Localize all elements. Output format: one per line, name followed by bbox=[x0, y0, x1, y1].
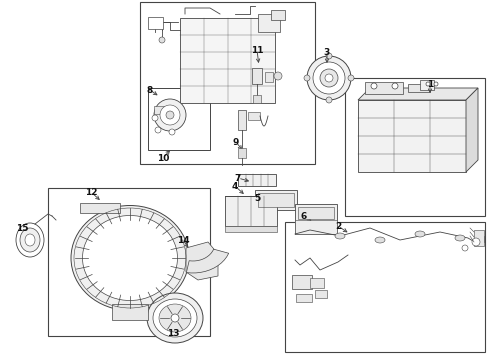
Ellipse shape bbox=[375, 237, 385, 243]
Bar bbox=[253, 95, 261, 103]
Bar bbox=[285, 222, 485, 352]
Circle shape bbox=[426, 82, 430, 86]
Bar bbox=[148, 88, 210, 150]
Bar bbox=[295, 220, 337, 234]
Bar bbox=[148, 17, 163, 29]
Text: 11: 11 bbox=[251, 45, 263, 54]
Bar bbox=[258, 193, 294, 207]
Circle shape bbox=[392, 83, 398, 89]
Bar bbox=[345, 78, 485, 216]
Circle shape bbox=[434, 82, 438, 86]
Polygon shape bbox=[466, 88, 478, 172]
Text: 15: 15 bbox=[16, 224, 28, 233]
Circle shape bbox=[304, 75, 310, 81]
Text: 1: 1 bbox=[427, 80, 433, 89]
Ellipse shape bbox=[82, 216, 177, 301]
Bar bbox=[112, 304, 148, 320]
Ellipse shape bbox=[16, 223, 44, 257]
Bar bbox=[420, 80, 434, 90]
Bar bbox=[80, 203, 120, 213]
Circle shape bbox=[160, 105, 180, 125]
Text: 2: 2 bbox=[335, 221, 341, 230]
Ellipse shape bbox=[20, 228, 40, 252]
Circle shape bbox=[371, 83, 377, 89]
Text: 5: 5 bbox=[254, 194, 260, 202]
Circle shape bbox=[320, 69, 338, 87]
Circle shape bbox=[348, 75, 354, 81]
Bar bbox=[180, 18, 275, 103]
Bar bbox=[295, 204, 337, 234]
Ellipse shape bbox=[455, 235, 465, 241]
Ellipse shape bbox=[335, 233, 345, 239]
Circle shape bbox=[166, 111, 174, 119]
Text: 7: 7 bbox=[235, 174, 241, 183]
Circle shape bbox=[155, 127, 161, 133]
Bar bbox=[310, 278, 324, 288]
Circle shape bbox=[159, 37, 165, 43]
Bar bbox=[265, 72, 273, 82]
Polygon shape bbox=[186, 249, 229, 273]
Circle shape bbox=[171, 314, 179, 322]
Circle shape bbox=[307, 56, 351, 100]
Bar bbox=[258, 14, 280, 32]
Circle shape bbox=[169, 129, 175, 135]
Bar bbox=[238, 110, 246, 130]
Text: 9: 9 bbox=[233, 138, 239, 147]
Ellipse shape bbox=[159, 304, 191, 332]
Bar bbox=[296, 294, 312, 302]
Polygon shape bbox=[186, 242, 218, 280]
Ellipse shape bbox=[415, 231, 425, 237]
Text: 6: 6 bbox=[301, 212, 307, 220]
Text: 4: 4 bbox=[232, 181, 238, 190]
Bar bbox=[225, 226, 277, 232]
Bar bbox=[154, 106, 164, 114]
Bar bbox=[271, 10, 285, 20]
Ellipse shape bbox=[71, 206, 189, 310]
Circle shape bbox=[274, 72, 282, 80]
Bar bbox=[292, 275, 312, 289]
Bar bbox=[474, 230, 484, 246]
Text: 3: 3 bbox=[324, 48, 330, 57]
Text: 14: 14 bbox=[177, 235, 189, 244]
Bar bbox=[358, 100, 466, 172]
Circle shape bbox=[326, 97, 332, 103]
Bar bbox=[248, 112, 260, 120]
Circle shape bbox=[325, 74, 333, 82]
Bar bbox=[298, 207, 334, 219]
Circle shape bbox=[462, 245, 468, 251]
Circle shape bbox=[313, 62, 345, 94]
Text: 10: 10 bbox=[157, 153, 169, 162]
Polygon shape bbox=[358, 88, 478, 100]
Circle shape bbox=[152, 115, 158, 121]
Bar bbox=[365, 82, 403, 94]
Bar bbox=[408, 84, 430, 92]
Circle shape bbox=[472, 238, 480, 246]
Circle shape bbox=[154, 99, 186, 131]
Bar bbox=[140, 2, 315, 164]
Bar bbox=[48, 188, 210, 336]
Bar bbox=[255, 190, 297, 210]
Ellipse shape bbox=[25, 234, 35, 246]
Text: 8: 8 bbox=[147, 86, 153, 95]
Circle shape bbox=[326, 53, 332, 59]
Bar bbox=[238, 174, 276, 186]
Ellipse shape bbox=[153, 299, 197, 337]
Bar bbox=[252, 68, 262, 84]
Ellipse shape bbox=[147, 293, 203, 343]
Bar bbox=[315, 290, 327, 298]
Bar bbox=[238, 148, 246, 158]
Text: 13: 13 bbox=[167, 329, 179, 338]
Text: 12: 12 bbox=[85, 188, 97, 197]
Bar bbox=[225, 196, 277, 226]
